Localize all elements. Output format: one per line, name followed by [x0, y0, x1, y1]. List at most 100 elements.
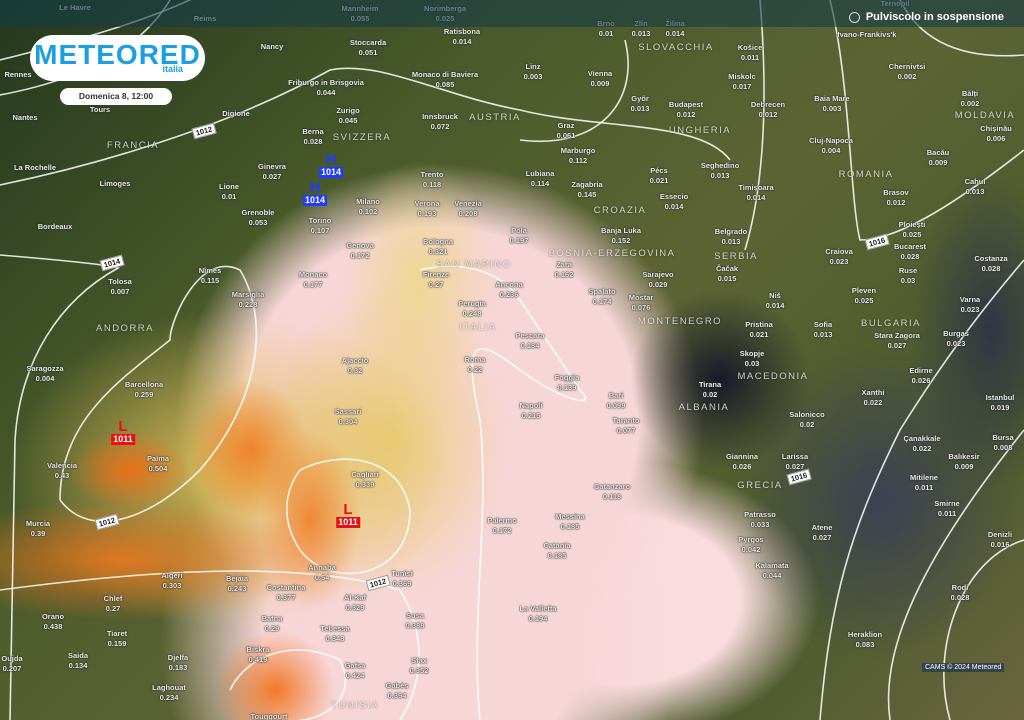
city-label[interactable]: Belgrado 0.013: [715, 227, 748, 247]
city-label[interactable]: Verona 0.193: [414, 199, 439, 219]
city-label[interactable]: Pescara 0.184: [516, 331, 545, 351]
city-label[interactable]: Bacău 0.009: [927, 148, 950, 168]
city-label[interactable]: Timișoara 0.014: [738, 183, 773, 203]
city-label[interactable]: Çanakkale 0.022: [903, 434, 940, 454]
city-label[interactable]: Ploiești 0.025: [899, 220, 926, 240]
city-label[interactable]: Grenoble 0.053: [242, 208, 275, 228]
city-label[interactable]: Chișinău 0.006: [980, 124, 1012, 144]
city-label[interactable]: Rodi 0.028: [951, 583, 970, 603]
city-label[interactable]: Milano 0.102: [356, 197, 380, 217]
city-label[interactable]: Ratisbona 0.014: [444, 27, 480, 47]
city-label[interactable]: Catanzaro 0.118: [594, 482, 630, 502]
city-label[interactable]: Budapest 0.012: [669, 100, 703, 120]
city-label[interactable]: Nîmes 0.115: [199, 266, 222, 286]
city-label[interactable]: Innsbruck 0.072: [422, 112, 458, 132]
city-label[interactable]: Bursa 0.008: [992, 433, 1013, 453]
city-label[interactable]: Burgas 0.023: [943, 329, 969, 349]
city-label[interactable]: Patrasso 0.033: [744, 510, 776, 530]
city-label[interactable]: Biskra 0.419: [247, 645, 270, 665]
city-label[interactable]: Graz 0.061: [557, 121, 576, 141]
city-label[interactable]: Tours: [90, 105, 110, 115]
city-label[interactable]: Sarajevo 0.029: [642, 270, 673, 290]
city-label[interactable]: Bejaia 0.243: [226, 574, 248, 594]
city-label[interactable]: Istanbul 0.019: [986, 393, 1015, 413]
city-label[interactable]: Monaco di Baviera 0.085: [412, 70, 478, 90]
city-label[interactable]: Stara Zagora 0.027: [874, 331, 920, 351]
city-label[interactable]: Trento 0.118: [421, 170, 444, 190]
city-label[interactable]: Laghouat 0.234: [152, 683, 186, 703]
city-label[interactable]: Limoges: [100, 179, 131, 189]
layer-legend[interactable]: Pulviscolo in sospensione: [848, 11, 1004, 24]
city-label[interactable]: Zara 0.162: [555, 260, 574, 280]
city-label[interactable]: Spalato 0.174: [588, 287, 615, 307]
city-label[interactable]: Costanza 0.028: [974, 254, 1007, 274]
city-label[interactable]: Susa 0.388: [406, 611, 425, 631]
city-label[interactable]: Baia Mare 0.003: [814, 94, 849, 114]
city-label[interactable]: Napoli 0.215: [520, 401, 543, 421]
city-label[interactable]: Stoccarda 0.051: [350, 38, 386, 58]
city-label[interactable]: Balıkesir 0.009: [948, 452, 979, 472]
city-label[interactable]: Genova 0.172: [346, 241, 374, 261]
city-label[interactable]: Brasov 0.012: [883, 188, 908, 208]
city-label[interactable]: Messina 0.185: [555, 512, 585, 532]
city-label[interactable]: Edirne 0.026: [909, 366, 932, 386]
city-label[interactable]: Digione: [222, 109, 250, 119]
city-label[interactable]: Firenze 0.27: [423, 270, 449, 290]
city-label[interactable]: Orano 0.438: [42, 612, 64, 632]
city-label[interactable]: Catania 0.185: [543, 541, 570, 561]
city-label[interactable]: Tebessa 0.348: [320, 624, 349, 644]
city-label[interactable]: Rennes: [4, 70, 31, 80]
city-label[interactable]: Tolosa 0.007: [108, 277, 132, 297]
city-label[interactable]: Pécs 0.021: [650, 166, 669, 186]
city-label[interactable]: Craiova 0.023: [825, 247, 853, 267]
city-label[interactable]: Cluj-Napoca 0.004: [809, 136, 853, 156]
city-label[interactable]: Torino 0.107: [309, 216, 332, 236]
city-label[interactable]: Xanthi 0.022: [862, 388, 885, 408]
city-label[interactable]: Mostar 0.076: [629, 293, 654, 313]
city-label[interactable]: Sfax 0.352: [410, 656, 429, 676]
city-label[interactable]: Heraklion 0.083: [848, 630, 882, 650]
city-label[interactable]: Bălți 0.002: [961, 89, 980, 109]
city-label[interactable]: Sassari 0.304: [335, 407, 362, 427]
city-label[interactable]: Sofia 0.013: [814, 320, 833, 340]
city-label[interactable]: Berna 0.028: [302, 127, 323, 147]
city-label[interactable]: Lione 0.01: [219, 182, 239, 202]
city-label[interactable]: Bucarest 0.028: [894, 242, 926, 262]
city-label[interactable]: Chlef 0.27: [104, 594, 123, 614]
city-label[interactable]: Ancona 0.236: [495, 280, 523, 300]
city-label[interactable]: Friburgo in Brisgovia 0.044: [288, 78, 364, 98]
city-label[interactable]: Niš 0.014: [766, 291, 785, 311]
city-label[interactable]: Bari 0.099: [607, 391, 626, 411]
city-label[interactable]: Vienna 0.009: [588, 69, 612, 89]
city-label[interactable]: Bordeaux: [38, 222, 73, 232]
city-label[interactable]: Essecio 0.014: [660, 192, 688, 212]
city-label[interactable]: Annaba 0.54: [308, 563, 336, 583]
city-label[interactable]: Roma 0.22: [465, 355, 486, 375]
city-label[interactable]: Győr 0.013: [631, 94, 650, 114]
city-label[interactable]: Touggourt: [251, 712, 288, 720]
city-label[interactable]: Oujda 0.207: [1, 654, 22, 674]
city-label[interactable]: Denizli 0.016: [988, 530, 1012, 550]
city-label[interactable]: Giannina 0.026: [726, 452, 758, 472]
city-label[interactable]: Costantina 0.377: [267, 583, 306, 603]
city-label[interactable]: Varna 0.023: [960, 295, 980, 315]
city-label[interactable]: Cahul 0.013: [965, 177, 986, 197]
city-label[interactable]: Zurigo 0.045: [336, 106, 359, 126]
city-label[interactable]: Ajaccio 0.32: [342, 356, 369, 376]
city-label[interactable]: Banja Luka 0.152: [601, 226, 641, 246]
city-label[interactable]: Mitilene 0.011: [910, 473, 938, 493]
city-label[interactable]: Djelfa 0.183: [168, 653, 188, 673]
city-label[interactable]: Tunisi 0.369: [391, 569, 413, 589]
city-label[interactable]: Gafsa 0.424: [345, 661, 366, 681]
city-label[interactable]: Zagabria 0.145: [571, 180, 602, 200]
city-label[interactable]: Palma 0.504: [147, 454, 169, 474]
city-label[interactable]: Cagliari 0.339: [351, 470, 379, 490]
city-label[interactable]: Gabès 0.394: [386, 681, 409, 701]
city-label[interactable]: Nantes: [12, 113, 37, 123]
city-label[interactable]: Al-Kaf 0.329: [344, 593, 366, 613]
city-label[interactable]: Algeri 0.303: [161, 571, 182, 591]
city-label[interactable]: Foggia 0.139: [555, 373, 580, 393]
city-label[interactable]: Pyrgos 0.042: [738, 535, 763, 555]
city-label[interactable]: Tirana 0.02: [699, 380, 721, 400]
city-label[interactable]: Palermo 0.172: [487, 516, 517, 536]
